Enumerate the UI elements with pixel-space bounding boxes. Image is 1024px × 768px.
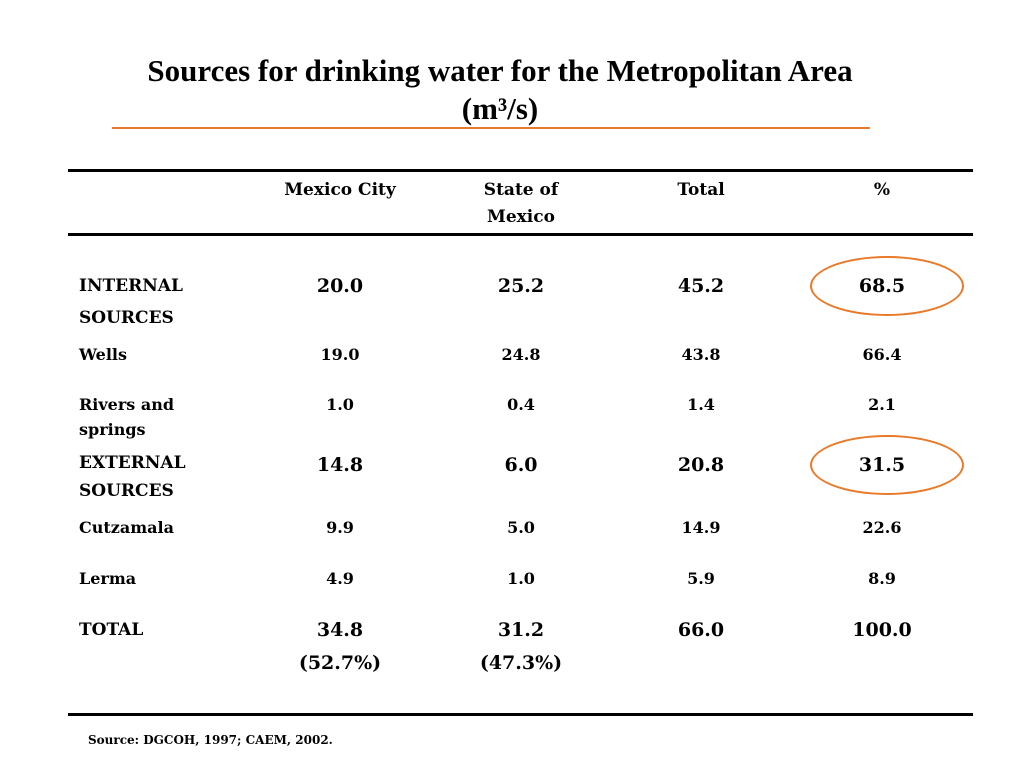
title-line-2: (m³/s)	[461, 91, 539, 126]
table-cell: 22.6	[862, 518, 902, 537]
table-cell: 5.9	[687, 569, 715, 588]
table-cell: 5.0	[507, 518, 535, 537]
source-note: Source: DGCOH, 1997; CAEM, 2002.	[88, 733, 333, 747]
table-cell: 68.5	[858, 275, 906, 297]
table-cell: 34.8	[316, 619, 364, 641]
header-mexico-city: Mexico City	[284, 180, 396, 200]
table-cell: 45.2	[677, 275, 725, 297]
table-top-rule	[68, 169, 973, 172]
table-cell: 66.4	[862, 345, 902, 364]
header-bottom-rule	[68, 233, 973, 236]
table-cell: 31.2	[497, 619, 545, 641]
row-label-rivers-and-springs: Rivers and springs	[79, 395, 175, 439]
table-cell: 66.0	[677, 619, 725, 641]
row-label-total: TOTAL	[79, 620, 144, 640]
table-cell: 100.0	[852, 619, 912, 641]
table-cell: 2.1	[868, 395, 896, 414]
row-label-internal-sources: INTERNAL SOURCES	[79, 276, 183, 328]
table-cell: 14.8	[316, 454, 364, 476]
table-cell: 1.0	[507, 569, 535, 588]
table-cell: 24.8	[501, 345, 541, 364]
title-underline	[112, 127, 870, 129]
table-cell: 0.4	[507, 395, 535, 414]
total-share-mexico-city: (52.7%)	[298, 652, 382, 674]
header-percent: %	[873, 180, 891, 200]
highlight-ellipse-internal-percent	[810, 256, 964, 316]
total-share-state-of-mexico: (47.3%)	[479, 652, 563, 674]
row-label-wells: Wells	[79, 345, 128, 364]
table-cell: 43.8	[681, 345, 721, 364]
table-cell: 31.5	[858, 454, 906, 476]
table-cell: 20.8	[677, 454, 725, 476]
slide-title: Sources for drinking water for the Metro…	[100, 52, 900, 128]
table-cell: 9.9	[326, 518, 354, 537]
table-cell: 14.9	[681, 518, 721, 537]
table-cell: 8.9	[868, 569, 896, 588]
header-state-of-mexico: State of Mexico	[483, 180, 559, 227]
title-line-1: Sources for drinking water for the Metro…	[147, 53, 853, 88]
table-cell: 19.0	[320, 345, 360, 364]
table-cell: 20.0	[316, 275, 364, 297]
highlight-ellipse-external-percent	[810, 435, 964, 495]
table-cell: 1.4	[687, 395, 715, 414]
table-cell: 25.2	[497, 275, 545, 297]
table-cell: 1.0	[326, 395, 354, 414]
row-label-external-sources: EXTERNAL SOURCES	[79, 453, 186, 501]
table-cell: 4.9	[326, 569, 354, 588]
table-cell: 6.0	[504, 454, 538, 476]
table-bottom-rule	[68, 713, 973, 716]
header-total: Total	[677, 180, 725, 200]
row-label-lerma: Lerma	[79, 569, 137, 588]
row-label-cutzamala: Cutzamala	[79, 518, 174, 537]
